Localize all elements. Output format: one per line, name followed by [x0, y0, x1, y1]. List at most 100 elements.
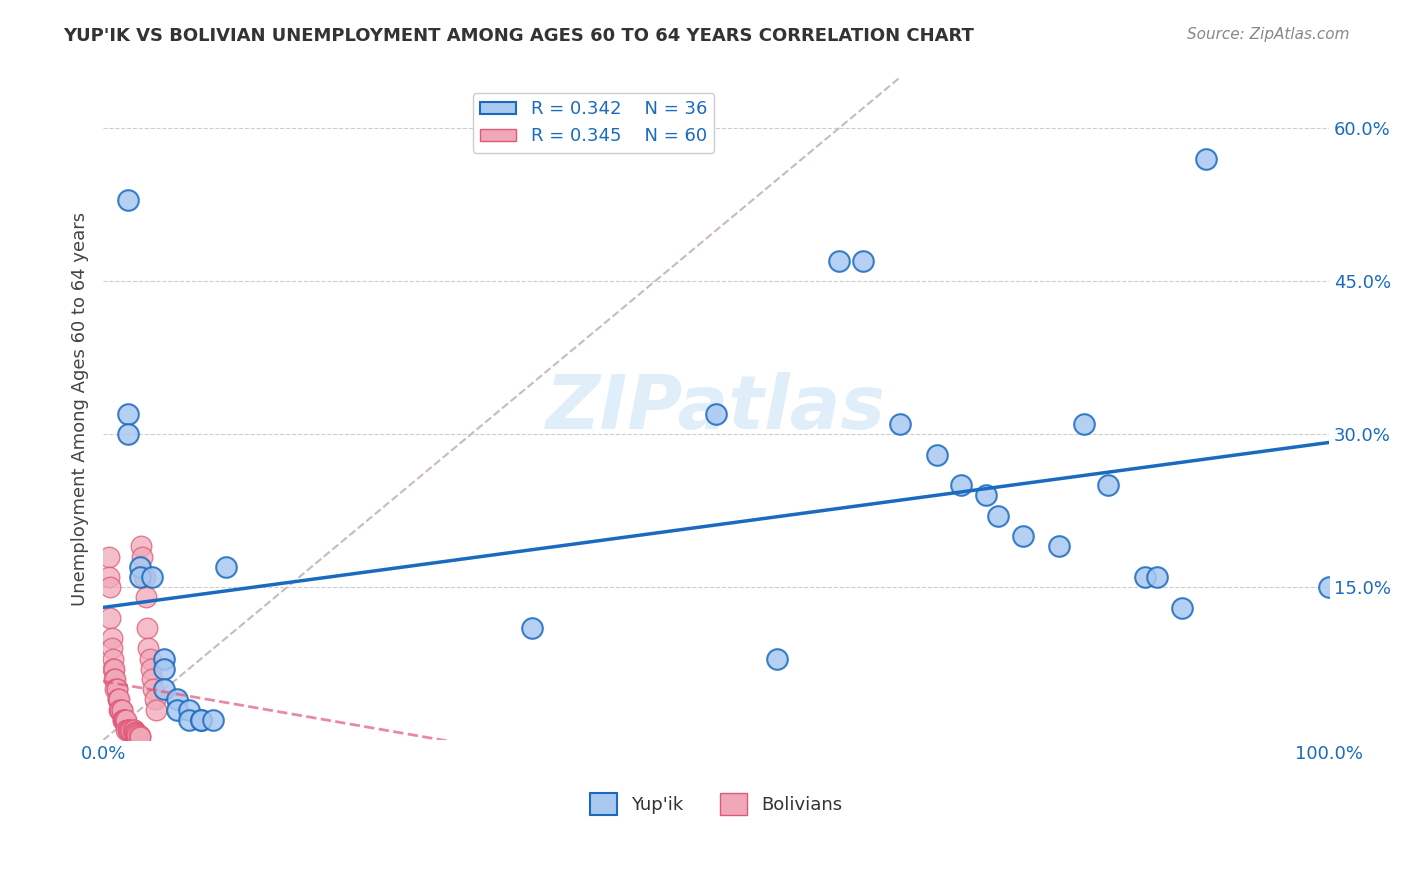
Point: [190, 713, 212, 727]
Text: Source: ZipAtlas.com: Source: ZipAtlas.com: [1187, 27, 1350, 42]
Point: [143, 692, 166, 706]
Point: [104, 682, 127, 697]
Point: [122, 723, 145, 737]
Point: [127, 727, 149, 741]
Point: [889, 417, 911, 431]
Point: [153, 662, 176, 676]
Text: ZIPatlas: ZIPatlas: [546, 372, 886, 445]
Y-axis label: Unemployment Among Ages 60 to 64 years: Unemployment Among Ages 60 to 64 years: [72, 211, 89, 606]
Point: [138, 641, 160, 656]
Point: [1317, 580, 1340, 594]
Point: [110, 703, 132, 717]
Point: [118, 723, 141, 737]
Legend: Yup'ik, Bolivians: Yup'ik, Bolivians: [582, 786, 849, 822]
Point: [101, 651, 124, 665]
Point: [112, 713, 135, 727]
Point: [136, 621, 159, 635]
Point: [115, 723, 138, 737]
Point: [100, 611, 122, 625]
Point: [145, 703, 167, 717]
Point: [110, 703, 132, 717]
Point: [166, 703, 188, 717]
Point: [117, 723, 139, 737]
Point: [141, 570, 163, 584]
Point: [107, 692, 129, 706]
Point: [105, 682, 128, 697]
Point: [1073, 417, 1095, 431]
Point: [128, 728, 150, 742]
Point: [215, 559, 238, 574]
Point: [108, 703, 131, 717]
Point: [115, 713, 138, 727]
Point: [127, 728, 149, 742]
Point: [117, 427, 139, 442]
Point: [100, 580, 122, 594]
Point: [987, 508, 1010, 523]
Point: [98, 549, 121, 564]
Point: [117, 193, 139, 207]
Point: [202, 713, 225, 727]
Point: [110, 703, 132, 717]
Point: [100, 641, 122, 656]
Point: [114, 713, 136, 727]
Point: [107, 692, 129, 706]
Point: [125, 726, 148, 740]
Point: [135, 591, 157, 605]
Point: [122, 723, 145, 737]
Point: [925, 448, 948, 462]
Point: [121, 723, 143, 737]
Point: [129, 730, 152, 744]
Point: [1171, 600, 1194, 615]
Point: [117, 407, 139, 421]
Point: [177, 703, 200, 717]
Point: [827, 254, 849, 268]
Point: [852, 254, 875, 268]
Point: [129, 570, 152, 584]
Point: [177, 713, 200, 727]
Point: [100, 632, 122, 646]
Point: [132, 570, 155, 584]
Point: [166, 692, 188, 706]
Point: [129, 729, 152, 743]
Point: [114, 713, 136, 727]
Point: [124, 725, 146, 739]
Point: [704, 407, 727, 421]
Point: [190, 713, 212, 727]
Point: [108, 692, 131, 706]
Point: [101, 662, 124, 676]
Point: [522, 621, 544, 635]
Point: [120, 723, 142, 737]
Point: [974, 488, 997, 502]
Point: [117, 723, 139, 737]
Point: [124, 725, 146, 739]
Point: [110, 703, 132, 717]
Point: [142, 682, 165, 697]
Point: [103, 672, 125, 686]
Point: [111, 713, 134, 727]
Point: [153, 651, 176, 665]
Point: [139, 662, 162, 676]
Point: [766, 651, 789, 665]
Point: [105, 682, 128, 697]
Point: [111, 713, 134, 727]
Point: [103, 662, 125, 676]
Point: [1011, 529, 1033, 543]
Point: [138, 651, 160, 665]
Point: [131, 549, 153, 564]
Point: [1097, 478, 1119, 492]
Point: [134, 570, 156, 584]
Point: [129, 540, 152, 554]
Point: [120, 723, 142, 737]
Point: [98, 570, 121, 584]
Point: [112, 713, 135, 727]
Point: [129, 559, 152, 574]
Point: [104, 672, 127, 686]
Point: [125, 726, 148, 740]
Point: [950, 478, 973, 492]
Point: [1047, 540, 1070, 554]
Point: [1133, 570, 1156, 584]
Point: [141, 672, 163, 686]
Point: [1195, 152, 1218, 166]
Point: [1146, 570, 1168, 584]
Text: YUP'IK VS BOLIVIAN UNEMPLOYMENT AMONG AGES 60 TO 64 YEARS CORRELATION CHART: YUP'IK VS BOLIVIAN UNEMPLOYMENT AMONG AG…: [63, 27, 974, 45]
